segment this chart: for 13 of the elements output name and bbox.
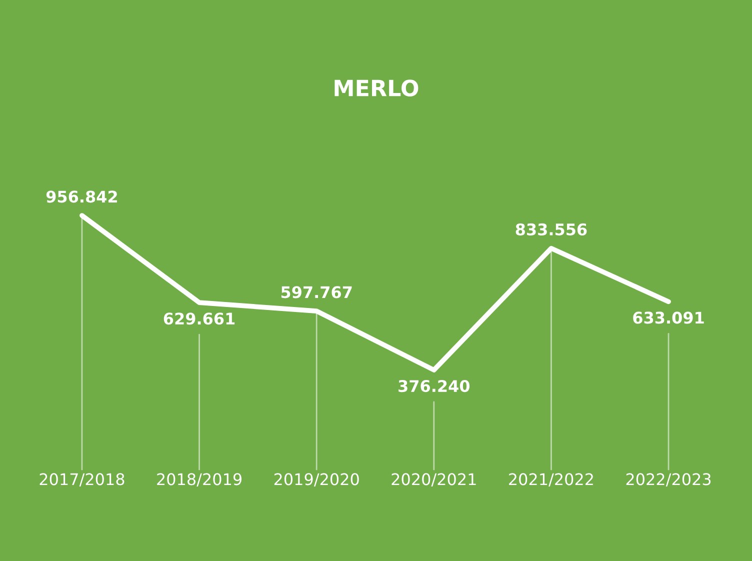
data-label: 629.661: [164, 312, 235, 325]
x-tick-label: 2020/2021: [392, 473, 476, 487]
x-tick-label: 2019/2020: [274, 473, 359, 487]
x-tick-label: 2017/2018: [40, 473, 124, 487]
x-tick-label: 2018/2019: [157, 473, 242, 487]
data-label: 376.240: [398, 380, 470, 392]
data-label: 597.767: [281, 286, 352, 298]
chart-title: MERLO: [334, 80, 418, 96]
data-label: 956.842: [46, 190, 117, 203]
x-tick-label: 2022/2023: [626, 473, 711, 487]
x-tick-label: 2021/2022: [509, 473, 593, 487]
data-label: 833.556: [516, 223, 587, 236]
data-label: 633.091: [633, 312, 704, 324]
